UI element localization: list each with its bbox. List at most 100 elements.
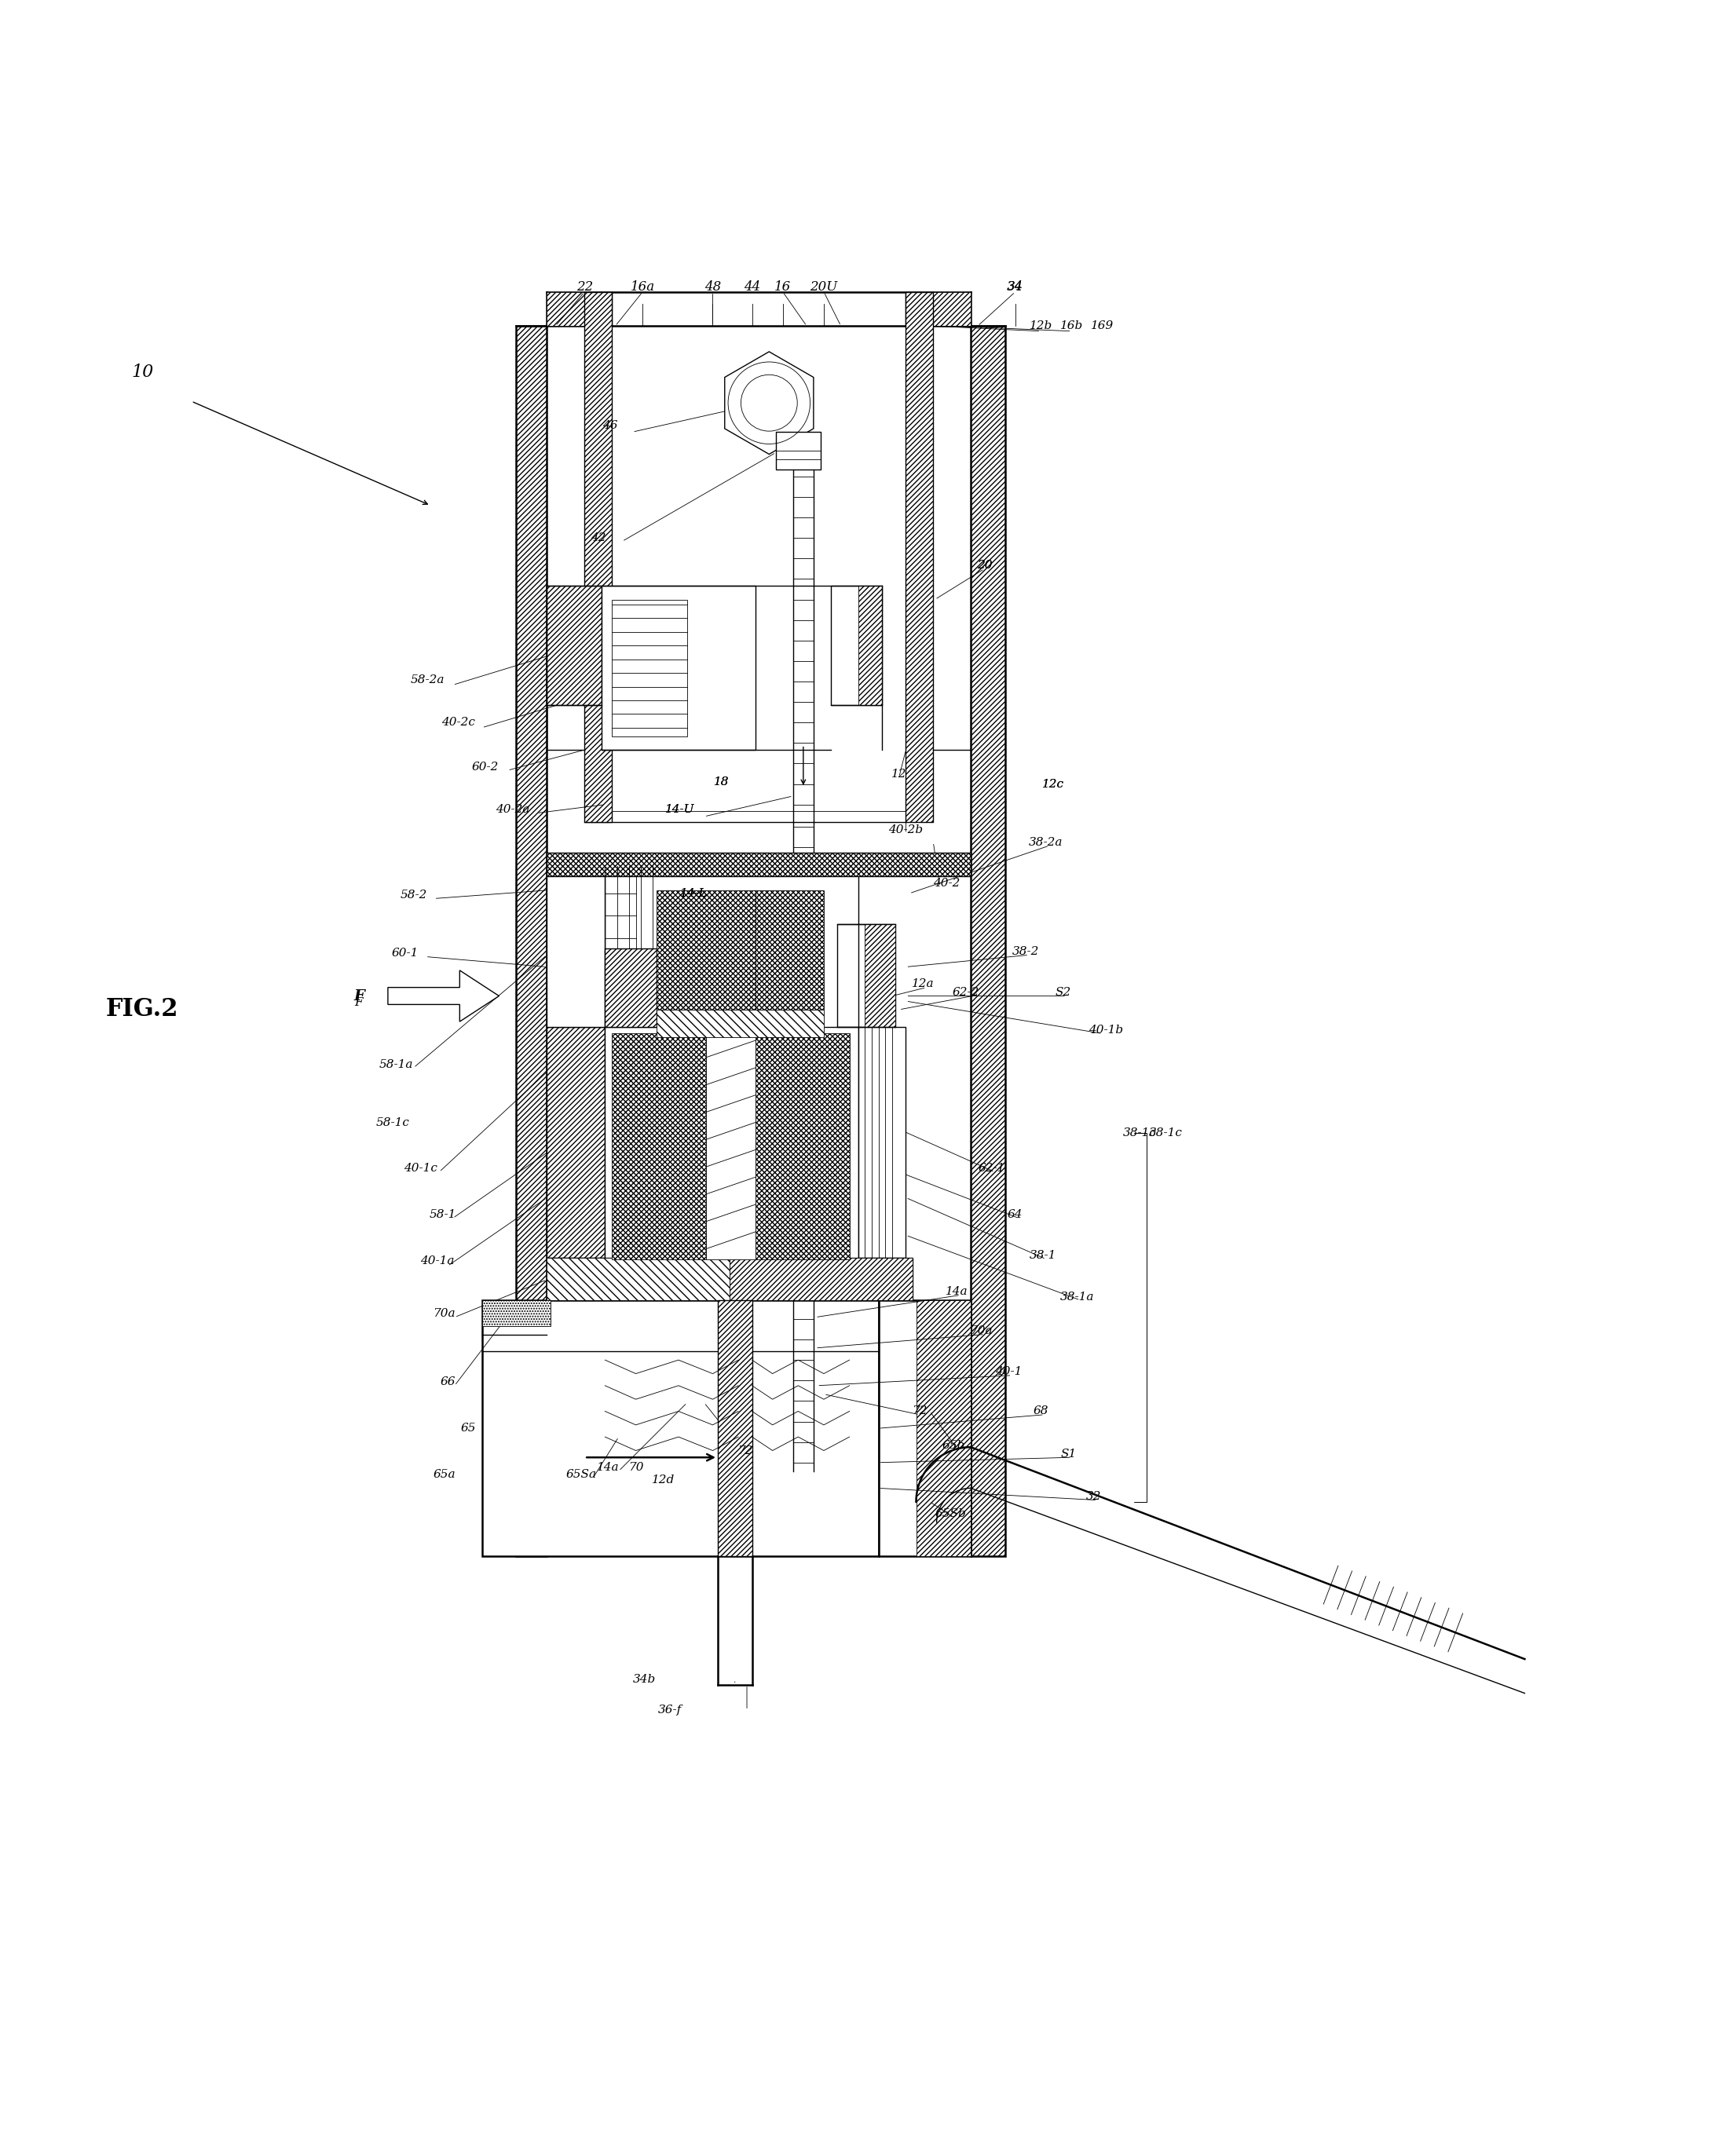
Bar <box>971 326 1006 1557</box>
Text: 40-1: 40-1 <box>995 1367 1023 1378</box>
Text: F: F <box>353 990 364 1003</box>
Bar <box>858 1026 906 1257</box>
Text: 32: 32 <box>1086 1492 1102 1503</box>
Text: 12d: 12d <box>652 1475 674 1485</box>
Bar <box>606 867 858 1037</box>
Text: 14-L: 14-L <box>680 888 707 899</box>
Polygon shape <box>724 351 813 455</box>
Text: 20: 20 <box>976 561 992 571</box>
Text: 70a: 70a <box>432 1309 455 1319</box>
Text: 34: 34 <box>1007 280 1023 293</box>
Text: 38-1a: 38-1a <box>1060 1291 1093 1302</box>
Bar <box>547 1026 606 1257</box>
Text: 58-2a: 58-2a <box>410 675 444 686</box>
Text: 16b: 16b <box>1060 321 1083 332</box>
Text: 12b: 12b <box>1030 321 1052 332</box>
Text: 38-2: 38-2 <box>1012 946 1038 957</box>
Bar <box>916 291 971 326</box>
Bar <box>971 326 1006 1557</box>
Text: 38-1: 38-1 <box>1030 1250 1055 1261</box>
Text: F: F <box>355 998 364 1009</box>
Text: 60-1: 60-1 <box>391 949 419 959</box>
Bar <box>858 586 882 705</box>
Bar <box>717 1300 752 1557</box>
Text: 40-1b: 40-1b <box>1088 1024 1124 1035</box>
Bar <box>547 852 971 875</box>
Polygon shape <box>388 970 499 1022</box>
Bar <box>656 1009 824 1037</box>
Text: 34: 34 <box>1007 280 1024 293</box>
Bar <box>879 1300 971 1557</box>
Text: 72: 72 <box>738 1445 753 1455</box>
Text: 58-1a: 58-1a <box>379 1059 414 1069</box>
Text: 38-1c: 38-1c <box>1124 1128 1157 1138</box>
Text: 22: 22 <box>577 280 592 293</box>
Text: 40-1c: 40-1c <box>403 1162 438 1175</box>
Bar <box>517 326 547 1557</box>
Bar <box>585 291 613 821</box>
Bar <box>606 1026 858 1266</box>
Bar <box>482 1300 879 1557</box>
Bar <box>547 875 606 1026</box>
Bar <box>729 1257 913 1300</box>
Text: 20: 20 <box>976 561 992 571</box>
Bar <box>547 586 602 705</box>
Text: 12: 12 <box>891 768 906 778</box>
Text: S2: S2 <box>1055 987 1071 998</box>
Text: 10: 10 <box>132 364 154 382</box>
Bar <box>755 890 824 1009</box>
Text: 64: 64 <box>1007 1210 1023 1220</box>
Bar <box>613 1033 705 1259</box>
Text: 36-f: 36-f <box>657 1705 681 1716</box>
Bar <box>606 949 656 1026</box>
Text: 40-2c: 40-2c <box>441 718 475 729</box>
Text: 40-1a: 40-1a <box>420 1255 455 1266</box>
Text: 60-2: 60-2 <box>472 761 499 772</box>
Bar <box>585 291 613 821</box>
Text: 58-1: 58-1 <box>429 1210 456 1220</box>
Text: 12c: 12c <box>1042 778 1064 789</box>
Bar <box>613 599 686 735</box>
Text: 62-1: 62-1 <box>978 1162 1006 1175</box>
Text: 14-U: 14-U <box>666 804 695 815</box>
Bar <box>656 890 755 1009</box>
Bar <box>547 1026 606 1257</box>
Bar <box>547 1257 913 1300</box>
Text: 44: 44 <box>743 280 760 293</box>
Text: 65b: 65b <box>942 1440 964 1451</box>
Bar <box>547 875 606 1026</box>
Text: 40-2b: 40-2b <box>889 826 923 837</box>
Bar <box>831 586 882 705</box>
Bar <box>602 586 755 750</box>
Bar <box>547 291 602 326</box>
Bar <box>865 925 896 1026</box>
Text: 14-L: 14-L <box>680 888 707 899</box>
Bar <box>705 1033 755 1259</box>
Bar <box>776 431 820 470</box>
Text: 58-1c: 58-1c <box>376 1117 410 1128</box>
Bar <box>547 586 602 705</box>
Text: 16: 16 <box>774 280 791 293</box>
Text: 12a: 12a <box>911 979 934 990</box>
Bar <box>517 326 547 1557</box>
Bar <box>606 949 656 1026</box>
Text: 14-U: 14-U <box>666 804 695 815</box>
Text: FIG.2: FIG.2 <box>106 998 178 1022</box>
Text: 20U: 20U <box>810 280 837 293</box>
Bar <box>482 1300 551 1326</box>
Text: 62-2: 62-2 <box>952 987 980 998</box>
Bar <box>717 1300 752 1557</box>
Text: 14a: 14a <box>597 1462 619 1473</box>
Text: 48: 48 <box>704 280 721 293</box>
Text: 65Sa: 65Sa <box>566 1468 597 1479</box>
Text: 40-2a: 40-2a <box>496 804 530 815</box>
Bar <box>906 291 934 821</box>
Bar <box>547 852 971 875</box>
Text: 42: 42 <box>590 533 606 543</box>
Bar <box>547 1257 729 1300</box>
Text: 40-2: 40-2 <box>934 877 961 888</box>
Text: 34b: 34b <box>633 1673 656 1686</box>
Text: 72: 72 <box>911 1406 927 1416</box>
Text: 18: 18 <box>714 776 729 787</box>
Bar <box>755 1033 849 1259</box>
